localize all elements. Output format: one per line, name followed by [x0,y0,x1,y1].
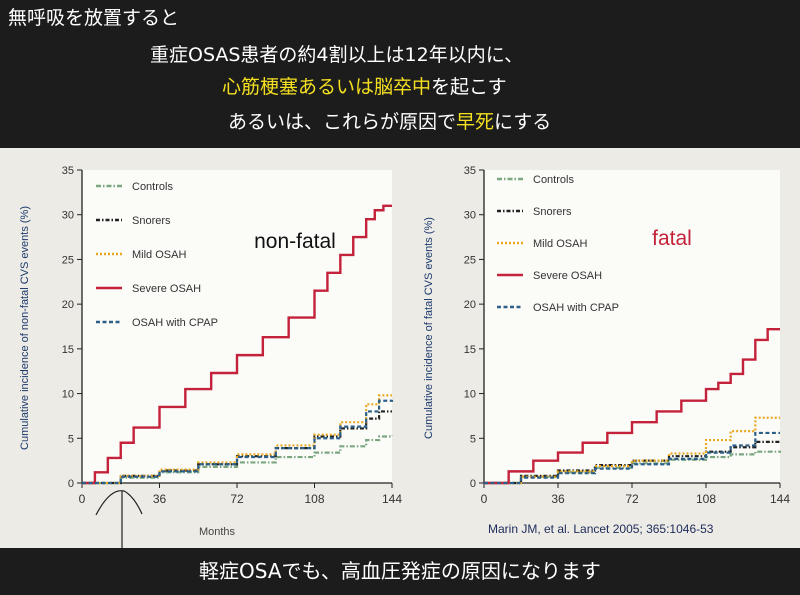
charts-area: 0 5 10 15 20 25 30 35 0 36 72 108 144 Cumulative inci… [19,165,790,548]
y-tick-label: 35 [464,165,476,177]
banner-line-4: あるいは、これらが原因で早死にする [228,110,551,134]
x-tick-label: 0 [79,492,86,506]
legend-label: Mild OSAH [132,249,186,261]
y-tick-label: 5 [470,433,476,445]
footer-banner: 軽症OSAでも、高血圧発症の原因になります [0,548,800,595]
y-tick-label: 25 [464,254,476,266]
y-tick-label: 5 [68,433,74,445]
x-tick-label: 108 [304,492,324,506]
banner-line-1: 無呼吸を放置すると [8,7,180,29]
x-tick-label: 72 [230,492,244,506]
series-line [484,440,780,485]
plot-background [82,170,392,483]
banner-line-2: 重症OSAS患者の約4割以上は12年以内に、 [150,44,524,66]
x-tick-label: 144 [770,492,790,506]
y-tick-label: 35 [62,165,74,177]
y-tick-label: 10 [464,389,476,401]
x-tick-label: 108 [696,492,716,506]
legend-label: Severe OSAH [132,283,201,295]
banner-line-3: 心筋梗塞あるいは脳卒中を起こす [222,75,507,99]
legend-label: Controls [533,174,574,186]
series-line [484,327,780,485]
y-tick-label: 30 [62,210,74,222]
series-line [82,399,394,485]
banner-highlight-early-death: 早死 [456,111,495,133]
x-tick-label: 0 [481,492,488,506]
chart-title: fatal [652,227,692,250]
x-tick-label: 36 [153,492,167,506]
legend-label: OSAH with CPAP [533,302,619,314]
citation: Marin JM, et al. Lancet 2005; 365:1046-5… [488,522,714,536]
x-axis-label: Months [199,526,236,538]
footer-text: 軽症OSAでも、高血圧発症の原因になります [199,559,601,583]
y-tick-label: 15 [464,344,476,356]
banner-highlight-heart-stroke: 心筋梗塞あるいは脳卒中 [222,76,432,98]
banner-line-4-b: にする [494,111,552,133]
legend-label: Mild OSAH [533,238,587,250]
series-line [484,416,780,485]
y-tick-label: 10 [62,389,74,401]
y-tick-label: 20 [62,299,74,311]
y-tick-label: 0 [68,478,74,490]
y-tick-label: 25 [62,254,74,266]
x-tick-label: 72 [625,492,639,506]
plot-background [484,170,780,483]
y-tick-label: 20 [464,299,476,311]
y-tick-label: 0 [470,478,476,490]
title-banner: 無呼吸を放置すると 重症OSAS患者の約4割以上は12年以内に、 心筋梗塞あるい… [0,0,800,148]
y-tick-label: 30 [464,210,476,222]
series-line [82,204,392,485]
legend-label: Snorers [132,215,171,227]
series-line [484,431,780,485]
banner-line-4-a: あるいは、これらが原因で [228,111,457,133]
banner-line-3-rest: を起こす [431,76,507,98]
y-axis-label: Cumulative incidence of fatal CVS events… [423,217,435,439]
annotation-curve [95,490,143,516]
legend-label: Snorers [533,206,572,218]
legend-label: Controls [132,181,173,193]
x-tick-label: 144 [382,492,402,506]
x-tick-label: 36 [551,492,565,506]
legend-label: OSAH with CPAP [132,317,218,329]
chart-title: non-fatal [254,230,336,253]
y-tick-label: 15 [62,344,74,356]
legend-label: Severe OSAH [533,270,602,282]
y-axis-label: Cumulative incidence of non-fatal CVS ev… [19,206,31,450]
